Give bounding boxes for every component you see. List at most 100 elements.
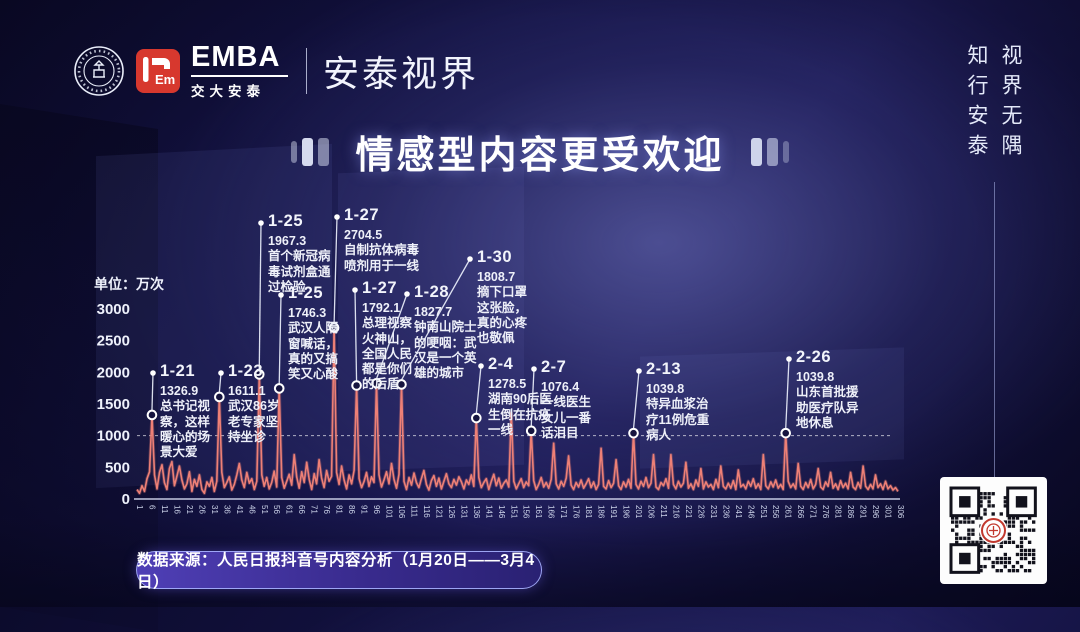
annotation-leader-line	[278, 294, 282, 384]
x-tick-label: 131	[459, 505, 468, 519]
annotation-date: 1-30	[477, 248, 513, 266]
annotation-leader-line	[151, 372, 154, 411]
annotation-text: 特异血浆治疗11例危重病人	[646, 397, 710, 442]
x-tick-label: 186	[597, 505, 606, 519]
data-source-text: 数据来源：人民日报抖音号内容分析（1月20日——3月4日）	[137, 552, 535, 591]
x-tick-label: 141	[484, 505, 493, 519]
x-tick-label: 231	[709, 505, 718, 519]
y-tick-label: 2000	[97, 364, 130, 381]
annotation-value: 1967.3	[268, 234, 307, 249]
annotation-callout: 1-23 1611.1 武汉86岁老专家坚持坐诊	[228, 362, 286, 445]
annotation-bullet	[278, 292, 284, 298]
peak-marker	[146, 409, 158, 421]
annotation-value: 1076.4	[541, 380, 580, 395]
annotation-text: 总理视察火神山，全国人民都是你们的后盾	[362, 316, 413, 392]
acem-logo-icon: Em	[136, 49, 180, 93]
background-block	[0, 104, 158, 632]
annotation-date: 2-7	[541, 358, 567, 376]
peak-marker	[273, 383, 285, 394]
y-tick-label: 500	[105, 459, 130, 476]
x-tick-label: 31	[210, 505, 219, 514]
annotation-bullet	[478, 363, 484, 369]
annotation-date: 1-25	[268, 212, 304, 230]
x-tick-label: 266	[796, 505, 805, 519]
annotation-text: 自制抗体病毒喷剂用于一线	[344, 243, 420, 273]
annotation-callout: 1-25 1967.3 首个新冠病毒试剂盒通过检验	[268, 212, 334, 295]
y-tick-label: 3000	[97, 301, 130, 318]
annotation-callout: 1-30 1808.7 摘下口罩这张脸，真的心疼也敬佩	[477, 248, 535, 346]
x-tick-label: 116	[422, 505, 431, 518]
x-tick-label: 206	[646, 505, 655, 519]
annotation-leader-line	[333, 216, 338, 324]
x-tick-label: 1	[135, 505, 144, 510]
x-tick-label: 241	[734, 505, 743, 519]
annotation-leader-line	[400, 258, 471, 381]
background-block	[96, 143, 332, 489]
annotation-callout: 2-13 1039.8 特异血浆治疗11例危重病人	[646, 360, 710, 443]
x-tick-label: 111	[409, 505, 418, 518]
annotation-leader-line	[354, 289, 358, 382]
annotation-value: 2704.5	[344, 228, 383, 243]
x-tick-label: 121	[434, 505, 443, 519]
annotation-bullet	[531, 366, 537, 372]
annotation-date: 1-25	[288, 284, 324, 302]
x-tick-label: 281	[834, 505, 843, 519]
annotation-text: 钟南山院士的哽咽：武汉是一个英雄的城市	[414, 320, 477, 381]
x-tick-label: 296	[871, 505, 880, 519]
peak-marker	[471, 412, 482, 424]
x-tick-label: 46	[247, 505, 256, 514]
x-tick-label: 291	[859, 505, 868, 519]
title-row: 情感型内容更受欢迎	[0, 124, 1080, 179]
x-tick-label: 151	[509, 505, 518, 519]
annotation-callout: 2-26 1039.8 山东首批援助医疗队异地休息	[796, 348, 866, 431]
annotation-text: 湖南90后医生倒在抗疫一线	[488, 392, 552, 437]
annotation-bullet	[218, 370, 224, 376]
slogan-vertical-right: 视界无隅	[999, 44, 1022, 164]
x-tick-label: 286	[846, 505, 855, 519]
axis-unit-label: 单位：万次	[94, 276, 164, 292]
peak-marker	[328, 322, 340, 334]
annotation-leader-line	[258, 222, 262, 370]
x-tick-label: 221	[684, 505, 693, 519]
annotation-text: 一线医生女儿一番话泪目	[541, 395, 592, 440]
x-tick-label: 6	[147, 505, 156, 510]
x-tick-label: 26	[197, 505, 206, 514]
annotation-value: 1808.7	[477, 270, 516, 285]
x-tick-label: 96	[372, 505, 381, 514]
x-tick-label: 226	[696, 505, 705, 519]
brand-wordmark: 安泰视界	[323, 53, 480, 94]
x-tick-label: 146	[497, 505, 506, 519]
x-tick-label: 251	[759, 505, 768, 519]
annotation-text: 首个新冠病毒试剂盒通过检验	[268, 249, 331, 294]
y-tick-label: 0	[122, 491, 130, 508]
qr-code	[940, 477, 1047, 584]
peak-marker	[214, 391, 225, 403]
peak-marker	[351, 380, 362, 391]
x-tick-label: 156	[522, 505, 531, 519]
annotation-text: 摘下口罩这张脸，真的心疼也敬佩	[477, 285, 528, 346]
annotation-date: 2-4	[488, 355, 514, 373]
annotation-bullet	[352, 287, 358, 293]
annotation-callout: 1-25 1746.3 武汉人隔窗喊话，真的又搞笑又心酸	[288, 284, 346, 382]
y-tick-label: 1500	[97, 396, 130, 413]
side-vertical-line	[994, 182, 995, 478]
annotation-bullet	[467, 256, 473, 262]
title-deco-bars-left	[291, 137, 330, 167]
data-source-pill: 数据来源：人民日报抖音号内容分析（1月20日——3月4日）	[136, 551, 542, 591]
peak-marker	[253, 369, 265, 380]
x-tick-label: 76	[322, 505, 331, 514]
annotation-date: 2-26	[796, 348, 832, 366]
annotation-bullet	[334, 214, 340, 220]
header-divider	[306, 48, 307, 94]
emba-word: EMBA	[191, 40, 281, 73]
annotation-leader-line	[218, 372, 222, 393]
annotation-date: 2-13	[646, 360, 682, 378]
x-tick-label: 256	[771, 505, 780, 519]
annotation-value: 1326.9	[160, 384, 199, 399]
x-tick-label: 236	[721, 505, 730, 519]
x-tick-label: 86	[347, 505, 356, 514]
annotation-value: 1039.8	[796, 370, 835, 385]
x-tick-label: 81	[335, 505, 344, 514]
page-title: 情感型内容更受欢迎	[355, 135, 725, 177]
x-tick-label: 271	[809, 505, 818, 519]
